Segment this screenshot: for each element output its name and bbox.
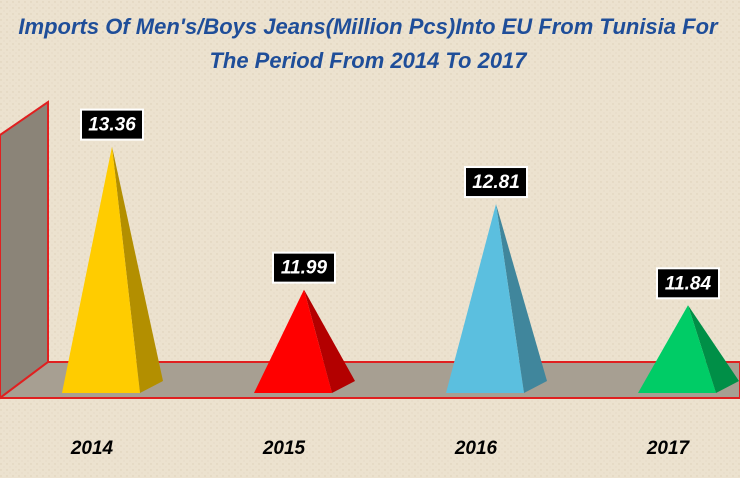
- label-box: [656, 267, 720, 300]
- pyramid-front: [446, 204, 524, 393]
- pyramid-front: [254, 289, 332, 393]
- plot: 13.36 2014 11.99 2015 12.81 2016 11.84 2017: [62, 108, 739, 459]
- x-tick-label: 2015: [262, 438, 306, 459]
- pyramid: [446, 204, 547, 393]
- data-label: 13.36: [88, 115, 136, 136]
- pyramid-side: [304, 289, 355, 393]
- pyramid: [62, 146, 163, 393]
- back-wall: [0, 100, 49, 400]
- pyramid: [638, 305, 739, 393]
- pyramid: [254, 289, 355, 393]
- chart-subtitle: The Period From 2014 To 2017: [209, 48, 528, 73]
- pyramid-front: [638, 305, 716, 393]
- chart-title: Imports Of Men's/Boys Jeans(Million Pcs)…: [18, 14, 719, 39]
- data-label: 11.84: [665, 273, 712, 294]
- x-tick-label: 2017: [646, 438, 691, 459]
- pyramid-side: [688, 305, 739, 393]
- pyramid-side: [112, 146, 163, 393]
- floor: [0, 361, 740, 399]
- label-box: [80, 108, 144, 141]
- data-label: 12.81: [472, 172, 520, 193]
- data-label: 11.99: [281, 258, 328, 279]
- label-box: [272, 251, 336, 284]
- x-tick-label: 2016: [454, 438, 498, 459]
- pyramid-side: [496, 204, 547, 393]
- pyramid-front: [62, 146, 140, 393]
- label-box: [464, 166, 528, 199]
- x-tick-label: 2014: [70, 438, 114, 459]
